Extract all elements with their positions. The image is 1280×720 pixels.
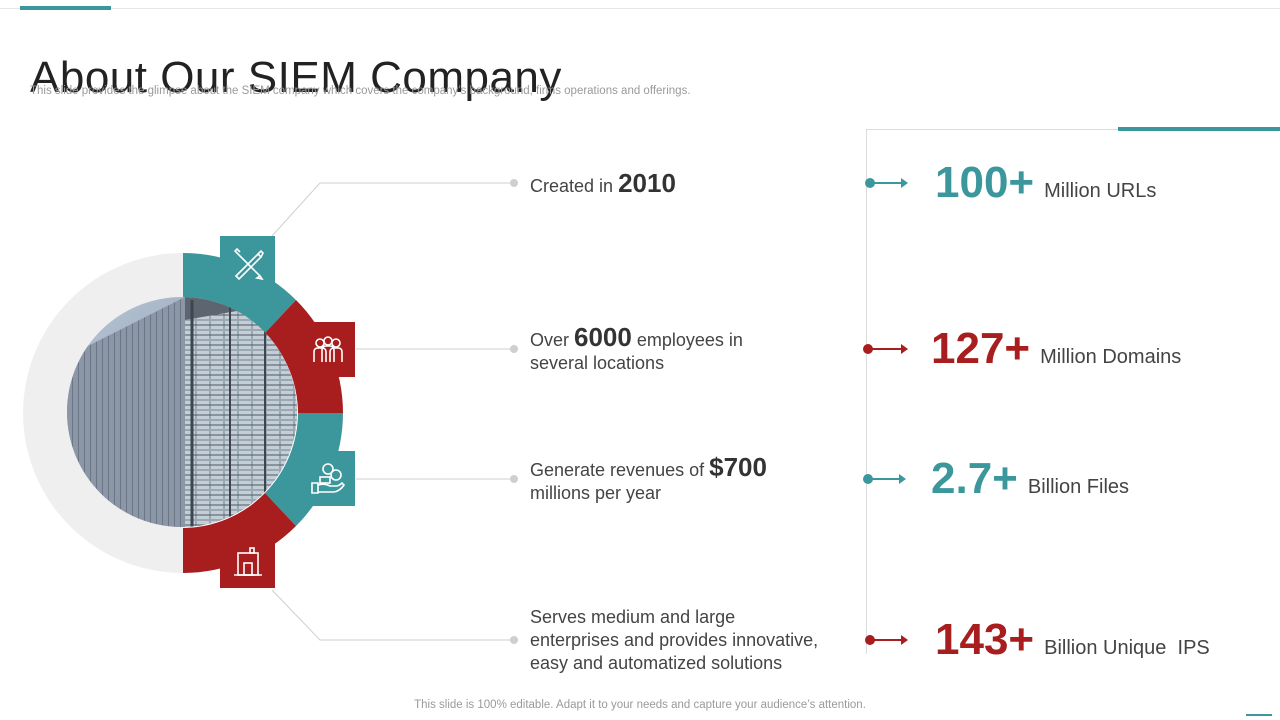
stat-domains: 127+ Million Domains (931, 324, 1182, 373)
top-divider (0, 8, 1280, 9)
footer-note: This slide is 100% editable. Adapt it to… (414, 699, 866, 711)
page-subtitle: This slide provides the glimpse about th… (30, 85, 691, 97)
top-accent-bar (20, 6, 111, 10)
feature-revenue: Generate revenues of $700 millions per y… (530, 452, 767, 503)
feature-founded: Created in 2010 (530, 168, 676, 198)
feature-services: Serves medium and large enterprises and … (530, 607, 819, 673)
tools-icon (220, 236, 275, 291)
page-title: About Our SIEM Company (30, 53, 562, 103)
stat-arrow (863, 474, 906, 484)
stats-horizontal-line (866, 129, 1280, 130)
stats-accent-bar (1118, 127, 1280, 131)
money-hand-icon (300, 451, 355, 506)
stat-arrow (865, 178, 908, 188)
corner-accent (1246, 714, 1272, 716)
feature-employees: Over 6000 employees in several locations (530, 322, 743, 373)
connector-dots (510, 179, 518, 644)
building-icon (220, 533, 275, 588)
stats-vertical-line (866, 129, 867, 654)
stat-urls: 100+ Million URLs (935, 158, 1157, 207)
stat-ips: 143+ Billion Unique IPS (935, 615, 1210, 664)
stat-arrow (865, 635, 908, 645)
stat-arrow (863, 344, 908, 354)
people-icon (300, 322, 355, 377)
stat-files: 2.7+ Billion Files (931, 454, 1130, 503)
connector-lines (271, 182, 512, 641)
